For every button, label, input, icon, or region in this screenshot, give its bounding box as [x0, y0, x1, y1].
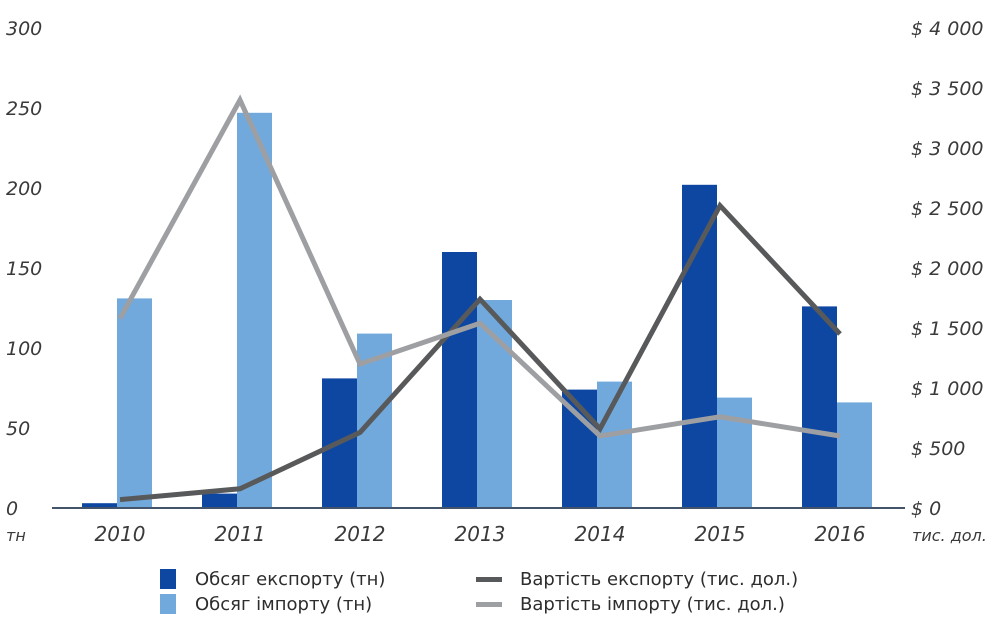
- right-axis-ticks: $ 4 000 $ 3 500 $ 3 000 $ 2 500 $ 2 000 $ 1 5…: [911, 18, 984, 520]
- left-tick-label: 250: [6, 98, 42, 120]
- right-tick-label: $ 2 500: [911, 198, 984, 220]
- left-axis-unit: тн: [6, 526, 26, 545]
- import-volume-bar: [237, 112, 272, 509]
- right-axis-unit: тис. дол.: [912, 526, 987, 545]
- import-value-line: [117, 94, 841, 439]
- right-tick-label: $ 1 500: [911, 318, 984, 340]
- x-tick-label: 2010: [95, 522, 146, 546]
- right-tick-label: $ 1 000: [911, 378, 984, 400]
- legend-item-import-volume: Обсяг імпорту (тн): [160, 593, 372, 615]
- legend-label-export-volume: Обсяг експорту (тн): [195, 568, 386, 590]
- left-tick-label: 0: [6, 498, 18, 520]
- left-tick-label: 300: [6, 18, 42, 40]
- x-axis-labels: 2010 2011 2012 2013 2014 2015 2016: [95, 522, 866, 546]
- right-tick-label: $ 3 500: [911, 78, 984, 100]
- left-axis-ticks: 300 250 200 150 100 50 0: [6, 18, 42, 520]
- x-tick-label: 2012: [335, 522, 386, 546]
- x-tick-label: 2011: [215, 522, 266, 546]
- export-volume-bar: [682, 184, 717, 509]
- left-tick-label: 100: [6, 338, 42, 360]
- right-tick-label: $ 0: [911, 498, 941, 520]
- x-tick-label: 2015: [695, 522, 746, 546]
- legend-swatch-export-value: [476, 576, 502, 582]
- legend-swatch-export-volume: [160, 569, 176, 589]
- x-tick-label: 2016: [815, 522, 866, 546]
- x-tick-label: 2013: [455, 522, 506, 546]
- right-tick-label: $ 4 000: [911, 18, 984, 40]
- legend-label-import-volume: Обсяг імпорту (тн): [195, 593, 373, 615]
- legend: Обсяг експорту (тн) Обсяг імпорту (тн) В…: [160, 566, 860, 616]
- export-volume-bar: [202, 493, 237, 508]
- legend-label-export-value: Вартість експорту (тис. дол.): [520, 568, 799, 590]
- bars: [82, 112, 872, 509]
- import-volume-bar: [837, 402, 872, 508]
- right-tick-label: $ 2 000: [911, 258, 984, 280]
- left-tick-label: 50: [6, 418, 30, 440]
- legend-swatch-import-value: [476, 601, 502, 607]
- legend-item-export-volume: Обсяг експорту (тн): [160, 568, 385, 590]
- legend-label-import-value: Вартість імпорту (тис. дол.): [520, 593, 785, 615]
- left-tick-label: 200: [6, 178, 42, 200]
- legend-swatch-import-volume: [160, 594, 176, 614]
- series-lines: [117, 94, 842, 503]
- import-volume-bar: [717, 397, 752, 508]
- right-tick-label: $ 500: [911, 438, 965, 460]
- export-volume-bar: [802, 306, 837, 508]
- export-value-line: [119, 201, 842, 503]
- right-tick-label: $ 3 000: [911, 138, 984, 160]
- export-volume-bar: [82, 503, 117, 508]
- legend-item-export-value: Вартість експорту (тис. дол.): [476, 568, 798, 590]
- import-volume-bar: [117, 298, 152, 508]
- left-tick-label: 150: [6, 258, 42, 280]
- chart: 300 250 200 150 100 50 0 $ 4 000 $ 3 500 $ 3 000…: [6, 18, 987, 546]
- x-tick-label: 2014: [575, 522, 626, 546]
- legend-item-import-value: Вартість імпорту (тис. дол.): [476, 593, 785, 615]
- export-volume-bar: [442, 252, 477, 508]
